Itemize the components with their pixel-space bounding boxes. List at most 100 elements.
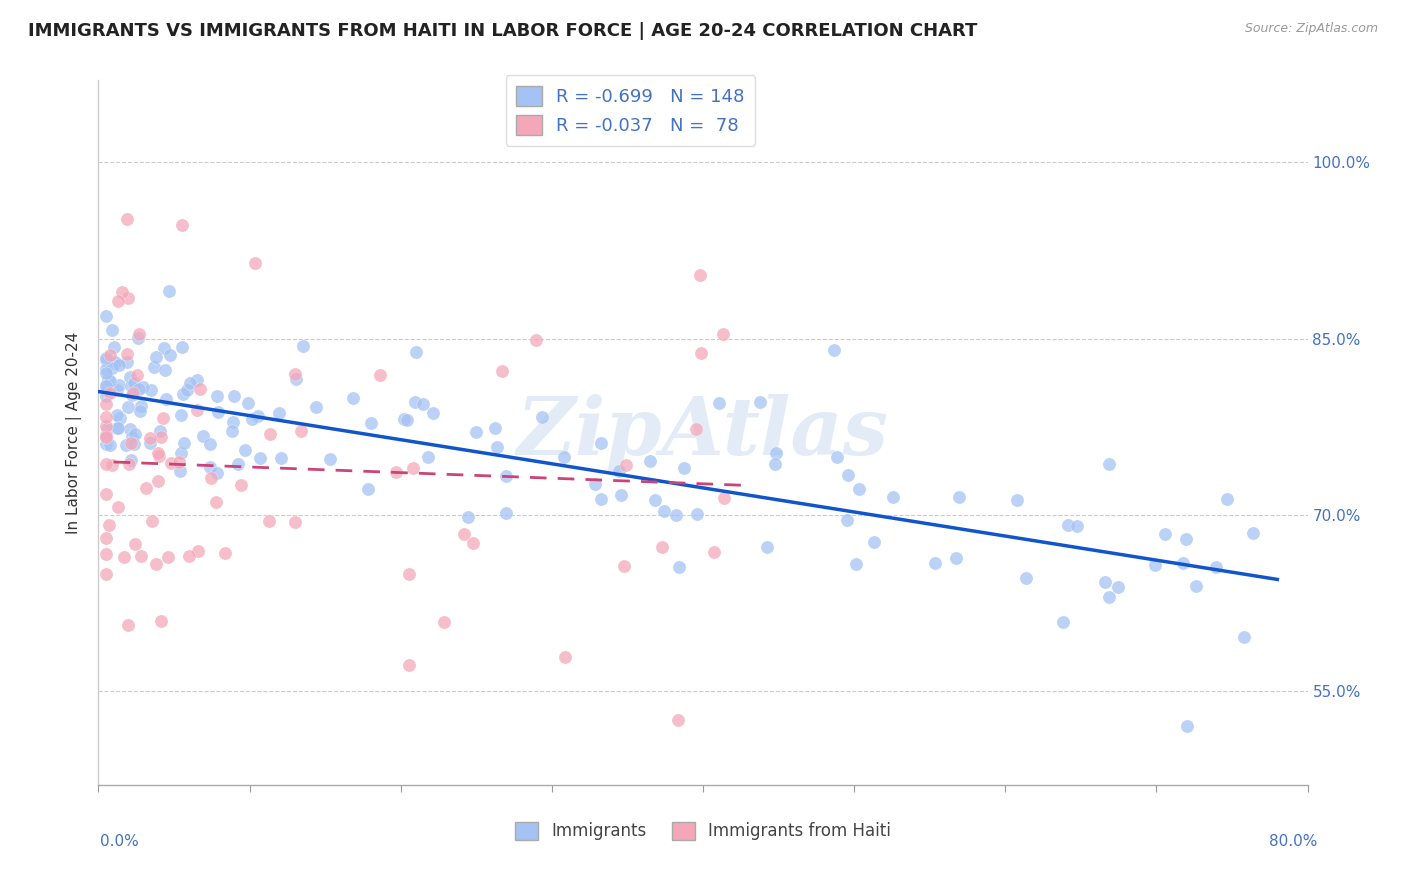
- Point: [94, 531, 117, 545]
- Point: [105, 408, 128, 422]
- Point: [1153, 526, 1175, 541]
- Point: [685, 422, 707, 436]
- Point: [177, 549, 200, 563]
- Point: [291, 339, 314, 353]
- Point: [404, 395, 426, 409]
- Point: [1175, 719, 1198, 733]
- Point: [94, 379, 117, 393]
- Point: [1097, 458, 1119, 472]
- Point: [713, 491, 735, 505]
- Point: [169, 464, 191, 478]
- Point: [1185, 579, 1208, 593]
- Point: [97, 372, 120, 386]
- Point: [157, 284, 180, 298]
- Point: [1056, 517, 1078, 532]
- Point: [835, 514, 858, 528]
- Point: [96, 422, 118, 436]
- Point: [108, 411, 131, 425]
- Point: [170, 446, 193, 460]
- Y-axis label: In Labor Force | Age 20-24: In Labor Force | Age 20-24: [66, 332, 83, 533]
- Point: [690, 345, 713, 359]
- Point: [285, 371, 308, 385]
- Point: [148, 446, 170, 460]
- Point: [765, 446, 787, 460]
- Point: [221, 415, 243, 429]
- Point: [257, 514, 280, 528]
- Point: [94, 410, 117, 425]
- Point: [98, 518, 121, 533]
- Point: [221, 424, 243, 438]
- Point: [127, 331, 149, 345]
- Point: [117, 617, 139, 632]
- Point: [755, 541, 778, 555]
- Point: [204, 495, 226, 509]
- Point: [98, 375, 121, 389]
- Text: IMMIGRANTS VS IMMIGRANTS FROM HAITI IN LABOR FORCE | AGE 20-24 CORRELATION CHART: IMMIGRANTS VS IMMIGRANTS FROM HAITI IN L…: [28, 22, 977, 40]
- Point: [104, 355, 127, 369]
- Point: [398, 566, 420, 581]
- Point: [107, 359, 129, 373]
- Point: [120, 435, 142, 450]
- Point: [524, 333, 547, 347]
- Point: [357, 482, 380, 496]
- Point: [128, 404, 150, 418]
- Point: [122, 376, 145, 391]
- Point: [270, 450, 292, 465]
- Text: Source: ZipAtlas.com: Source: ZipAtlas.com: [1244, 22, 1378, 36]
- Point: [205, 389, 228, 403]
- Point: [186, 373, 208, 387]
- Point: [453, 527, 475, 541]
- Point: [98, 348, 121, 362]
- Point: [763, 458, 786, 472]
- Point: [392, 411, 415, 425]
- Point: [132, 380, 155, 394]
- Point: [98, 437, 121, 451]
- Point: [139, 431, 162, 445]
- Point: [398, 657, 420, 672]
- Point: [1098, 590, 1121, 604]
- Point: [122, 437, 145, 451]
- Point: [94, 547, 117, 561]
- Point: [305, 400, 328, 414]
- Point: [128, 382, 150, 396]
- Point: [433, 615, 456, 629]
- Point: [120, 379, 142, 393]
- Point: [124, 536, 146, 550]
- Point: [1015, 571, 1038, 585]
- Point: [187, 544, 209, 558]
- Point: [94, 351, 117, 365]
- Point: [173, 436, 195, 450]
- Point: [111, 285, 134, 299]
- Legend: Immigrants, Immigrants from Haiti: Immigrants, Immigrants from Haiti: [508, 815, 898, 847]
- Point: [94, 458, 117, 472]
- Point: [591, 436, 613, 450]
- Point: [94, 366, 117, 380]
- Point: [238, 396, 260, 410]
- Point: [368, 368, 391, 382]
- Point: [554, 650, 576, 665]
- Point: [156, 549, 179, 564]
- Point: [155, 392, 177, 407]
- Point: [259, 426, 281, 441]
- Point: [152, 411, 174, 425]
- Point: [1175, 532, 1198, 546]
- Point: [94, 430, 117, 444]
- Point: [1216, 491, 1239, 506]
- Point: [665, 508, 688, 523]
- Point: [94, 567, 117, 582]
- Point: [159, 456, 181, 470]
- Point: [170, 408, 193, 422]
- Point: [207, 405, 229, 419]
- Point: [1107, 580, 1129, 594]
- Point: [142, 359, 165, 374]
- Point: [226, 458, 249, 472]
- Point: [945, 550, 967, 565]
- Point: [145, 558, 167, 572]
- Point: [654, 504, 676, 518]
- Point: [1052, 615, 1074, 629]
- Point: [531, 410, 554, 425]
- Point: [94, 361, 117, 376]
- Point: [240, 412, 263, 426]
- Point: [167, 455, 190, 469]
- Point: [103, 356, 125, 370]
